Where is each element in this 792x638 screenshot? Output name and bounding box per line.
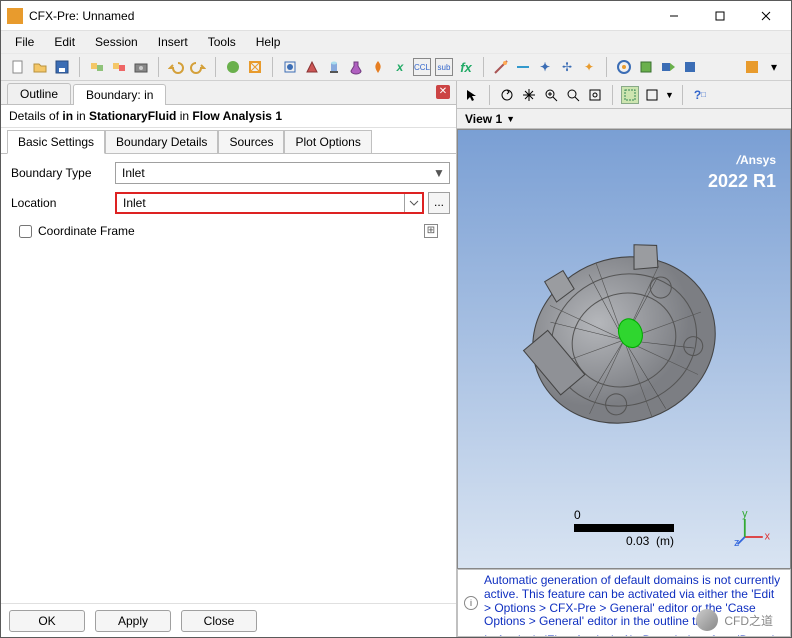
sub-tabstrip: Basic Settings Boundary Details Sources … xyxy=(1,128,456,154)
output-icon[interactable] xyxy=(637,58,655,76)
menu-session[interactable]: Session xyxy=(87,33,146,51)
info-icon: i xyxy=(464,596,478,610)
probe-icon[interactable] xyxy=(492,58,510,76)
boundary-type-label: Boundary Type xyxy=(7,166,115,180)
boundary-icon[interactable] xyxy=(303,58,321,76)
message-text-2: In Analysis 'Flow Analysis 1' - Domain I… xyxy=(484,633,784,637)
model-geometry xyxy=(519,235,729,445)
dropdown-icon[interactable]: ▾ xyxy=(765,58,783,76)
chevron-down-icon: ▼ xyxy=(431,165,447,181)
subtab-boundary-details[interactable]: Boundary Details xyxy=(105,130,218,153)
3d-viewport[interactable]: /Ansys 2022 R1 xyxy=(457,129,791,569)
analysis-icon[interactable] xyxy=(281,58,299,76)
menu-bar: File Edit Session Insert Tools Help xyxy=(1,31,791,53)
zoom-in-icon[interactable] xyxy=(542,86,560,104)
viewer-pane: ▼ ?□ View 1▼ /Ansys 2022 R1 xyxy=(457,81,791,637)
boundary-type-combo[interactable]: Inlet ▼ xyxy=(115,162,450,184)
location-picker-button[interactable]: ... xyxy=(428,192,450,214)
import-mesh-icon[interactable] xyxy=(88,58,106,76)
snapshot-icon[interactable] xyxy=(132,58,150,76)
combustion-icon[interactable] xyxy=(369,58,387,76)
minimize-button[interactable] xyxy=(651,1,697,31)
solver-icon[interactable] xyxy=(615,58,633,76)
view-tab[interactable]: View 1▼ xyxy=(457,109,791,129)
run-icon[interactable] xyxy=(659,58,677,76)
sub-icon[interactable]: sub xyxy=(435,58,453,76)
location-combo[interactable]: Inlet xyxy=(115,192,424,214)
coordinate-frame-checkbox[interactable]: Coordinate Frame xyxy=(19,224,135,238)
button-row: OK Apply Close xyxy=(1,603,456,637)
close-tab-icon[interactable]: ✕ xyxy=(436,85,450,99)
menu-help[interactable]: Help xyxy=(248,33,289,51)
expand-icon[interactable]: ⊞ xyxy=(424,224,438,238)
wireframe-icon[interactable] xyxy=(643,86,661,104)
select-icon[interactable] xyxy=(463,86,481,104)
apply-button[interactable]: Apply xyxy=(95,610,171,632)
menu-tools[interactable]: Tools xyxy=(200,33,244,51)
tab-boundary-in[interactable]: Boundary: in xyxy=(73,84,166,105)
axis-triad: x y z xyxy=(734,510,770,546)
viewer-icon[interactable] xyxy=(743,58,761,76)
window-title: CFX-Pre: Unnamed xyxy=(29,9,651,23)
function-icon[interactable]: fx xyxy=(457,58,475,76)
main-toolbar: x CCL sub fx ✦ ✢ ✦ ▾ xyxy=(1,53,791,81)
help-icon[interactable]: ?□ xyxy=(691,86,709,104)
close-panel-button[interactable]: Close xyxy=(181,610,257,632)
highlight-icon[interactable] xyxy=(621,86,639,104)
zoom-box-icon[interactable] xyxy=(564,86,582,104)
expression-icon[interactable]: x xyxy=(391,58,409,76)
save-icon[interactable] xyxy=(53,58,71,76)
ansys-brand: /Ansys 2022 R1 xyxy=(708,140,776,192)
fit-icon[interactable] xyxy=(586,86,604,104)
subtab-basic-settings[interactable]: Basic Settings xyxy=(7,130,105,154)
location-label: Location xyxy=(7,196,115,210)
form-area: Boundary Type Inlet ▼ Location Inlet ... xyxy=(1,154,456,603)
coordinate-frame-label: Coordinate Frame xyxy=(38,224,135,238)
pan-icon[interactable] xyxy=(520,86,538,104)
tab-outline[interactable]: Outline xyxy=(7,83,71,104)
subtab-plot-options[interactable]: Plot Options xyxy=(284,130,371,153)
window-buttons xyxy=(651,1,789,31)
results-icon[interactable] xyxy=(681,58,699,76)
domain-icon[interactable] xyxy=(246,58,264,76)
dropdown-icon[interactable]: ▼ xyxy=(665,90,674,100)
clip-icon[interactable]: ✦ xyxy=(580,58,598,76)
svg-text:x: x xyxy=(765,531,770,543)
left-tabstrip: Outline Boundary: in ✕ xyxy=(1,81,456,105)
redo-icon[interactable] xyxy=(189,58,207,76)
material-icon[interactable] xyxy=(325,58,343,76)
view-toolbar: ▼ ?□ xyxy=(457,81,791,109)
point-icon[interactable]: ✢ xyxy=(558,58,576,76)
coordinate-frame-input[interactable] xyxy=(19,225,32,238)
svg-text:z: z xyxy=(734,537,739,546)
line-icon[interactable] xyxy=(514,58,532,76)
open-icon[interactable] xyxy=(31,58,49,76)
plane-icon[interactable]: ✦ xyxy=(536,58,554,76)
menu-edit[interactable]: Edit xyxy=(46,33,83,51)
subtab-sources[interactable]: Sources xyxy=(218,130,284,153)
app-icon xyxy=(7,8,23,24)
chevron-down-icon xyxy=(404,194,422,212)
details-panel: Outline Boundary: in ✕ Details of in in … xyxy=(1,81,457,637)
ok-button[interactable]: OK xyxy=(9,610,85,632)
scale-bar: 0 0.03 (m) xyxy=(574,508,674,548)
reload-mesh-icon[interactable] xyxy=(110,58,128,76)
rotate-icon[interactable] xyxy=(498,86,516,104)
new-icon[interactable] xyxy=(9,58,27,76)
undo-icon[interactable] xyxy=(167,58,185,76)
title-bar: CFX-Pre: Unnamed xyxy=(1,1,791,31)
reaction-icon[interactable] xyxy=(347,58,365,76)
ccl-icon[interactable]: CCL xyxy=(413,58,431,76)
menu-file[interactable]: File xyxy=(7,33,42,51)
watermark-icon xyxy=(696,609,718,631)
turbo-icon[interactable] xyxy=(224,58,242,76)
menu-insert[interactable]: Insert xyxy=(150,33,196,51)
watermark: CFD之道 xyxy=(696,609,773,631)
detail-header: Details of in in StationaryFluid in Flow… xyxy=(1,105,456,128)
maximize-button[interactable] xyxy=(697,1,743,31)
svg-text:y: y xyxy=(742,510,748,520)
chevron-down-icon: ▼ xyxy=(506,114,515,124)
close-button[interactable] xyxy=(743,1,789,31)
